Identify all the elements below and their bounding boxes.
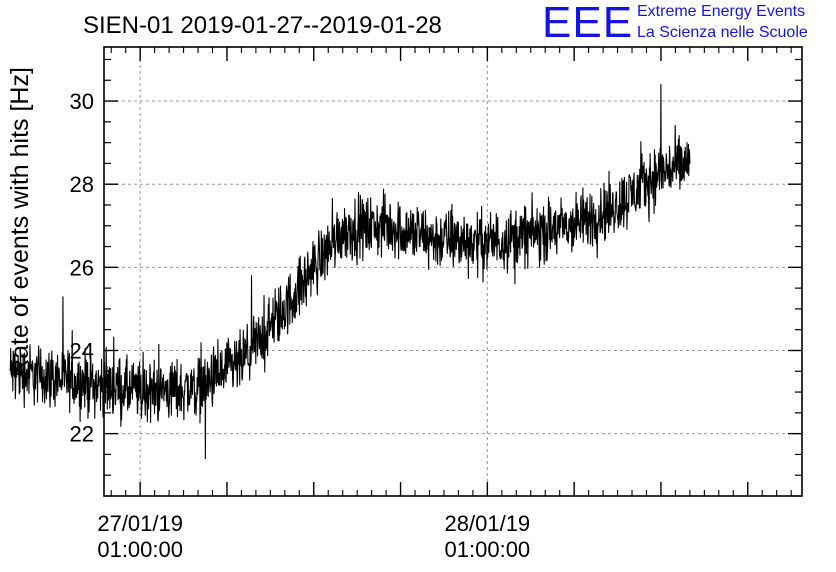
- y-axis-label: Rate of events with hits [Hz]: [6, 67, 34, 377]
- x-tick-label-time: 01:00:00: [97, 537, 183, 562]
- series-group: [9, 83, 691, 460]
- grid-lines: [104, 47, 802, 496]
- x-tick-label-date: 27/01/19: [97, 511, 183, 536]
- y-tick-label: 24: [70, 338, 94, 363]
- y-tick-label: 30: [70, 89, 94, 114]
- x-tick-label-time: 01:00:00: [445, 537, 531, 562]
- chart-title: SIEN-01 2019-01-27--2019-01-28: [83, 12, 442, 39]
- x-tick-label-date: 28/01/19: [445, 511, 531, 536]
- logo-line-2: La Scienza nelle Scuole: [637, 24, 808, 41]
- y-tick-label: 28: [70, 172, 94, 197]
- rate-series-line: [9, 83, 691, 460]
- y-tick-label: 26: [70, 255, 94, 280]
- y-tick-label: 22: [70, 422, 94, 447]
- eee-logo-mark: EEE: [542, 0, 634, 47]
- plot-frame: [103, 46, 803, 497]
- axis-ticks: 222426283027/01/1901:00:0028/01/1901:00:…: [70, 47, 802, 562]
- logo-line-1: Extreme Energy Events: [637, 3, 806, 20]
